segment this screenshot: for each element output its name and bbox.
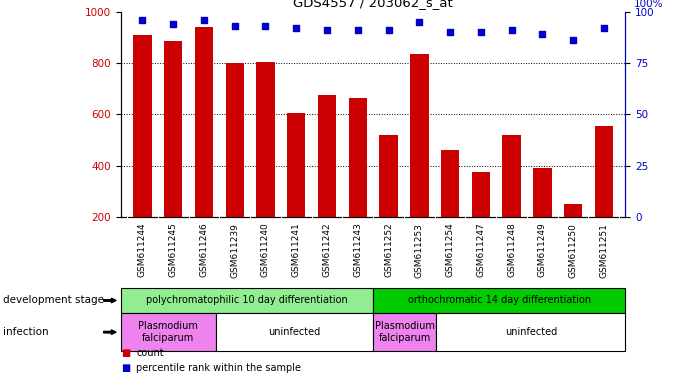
Bar [441, 150, 460, 217]
Text: Plasmodium
falciparum: Plasmodium falciparum [375, 321, 435, 343]
Text: GSM611241: GSM611241 [292, 223, 301, 277]
Text: GSM611244: GSM611244 [138, 223, 147, 277]
Text: count: count [136, 348, 164, 358]
Text: GSM611251: GSM611251 [599, 223, 608, 278]
Text: infection: infection [3, 327, 49, 337]
Text: percentile rank within the sample: percentile rank within the sample [136, 363, 301, 373]
Bar [471, 172, 490, 217]
Bar [216, 313, 373, 351]
Bar [373, 288, 625, 313]
Text: GSM611240: GSM611240 [261, 223, 270, 277]
Text: GSM611243: GSM611243 [353, 223, 362, 277]
Text: GSM611247: GSM611247 [476, 223, 485, 277]
Bar [564, 204, 583, 217]
Text: GSM611248: GSM611248 [507, 223, 516, 277]
Point [352, 27, 363, 33]
Point [475, 29, 486, 35]
Text: polychromatophilic 10 day differentiation: polychromatophilic 10 day differentiatio… [146, 295, 348, 306]
Point [506, 27, 517, 33]
Text: GSM611254: GSM611254 [446, 223, 455, 277]
Bar [318, 95, 337, 217]
Text: GSM611252: GSM611252 [384, 223, 393, 277]
Bar [533, 168, 551, 217]
Point [598, 25, 609, 31]
Text: uninfected: uninfected [268, 327, 321, 337]
Text: GSM611253: GSM611253 [415, 223, 424, 278]
Bar [287, 113, 305, 217]
Point [567, 37, 578, 43]
Text: ■: ■ [121, 363, 130, 373]
Text: ■: ■ [121, 348, 130, 358]
Point [168, 21, 179, 27]
Bar [379, 135, 398, 217]
Text: uninfected: uninfected [504, 327, 557, 337]
Point [260, 23, 271, 29]
Point [444, 29, 455, 35]
Point [198, 17, 209, 23]
Text: GSM611239: GSM611239 [230, 223, 239, 278]
Bar [436, 313, 625, 351]
Text: GSM611250: GSM611250 [569, 223, 578, 278]
Text: GSM611249: GSM611249 [538, 223, 547, 277]
Bar [410, 54, 428, 217]
Text: GSM611246: GSM611246 [200, 223, 209, 277]
Text: Plasmodium
falciparum: Plasmodium falciparum [138, 321, 198, 343]
Text: GSM611242: GSM611242 [323, 223, 332, 277]
Bar [225, 63, 244, 217]
Bar [164, 41, 182, 217]
Point [291, 25, 302, 31]
Point [414, 19, 425, 25]
Point [537, 31, 548, 37]
Bar [121, 288, 373, 313]
Text: development stage: development stage [3, 295, 104, 306]
Text: GSM611245: GSM611245 [169, 223, 178, 277]
Bar [373, 313, 436, 351]
Bar [348, 98, 367, 217]
Point [383, 27, 394, 33]
Point [321, 27, 332, 33]
Bar [121, 313, 216, 351]
Bar [594, 126, 613, 217]
Text: orthochromatic 14 day differentiation: orthochromatic 14 day differentiation [408, 295, 591, 306]
Point [137, 17, 148, 23]
Title: GDS4557 / 203062_s_at: GDS4557 / 203062_s_at [293, 0, 453, 9]
Bar [502, 135, 521, 217]
Bar [133, 35, 152, 217]
Bar [195, 27, 214, 217]
Text: 100%: 100% [634, 0, 663, 9]
Bar [256, 61, 275, 217]
Point [229, 23, 240, 29]
